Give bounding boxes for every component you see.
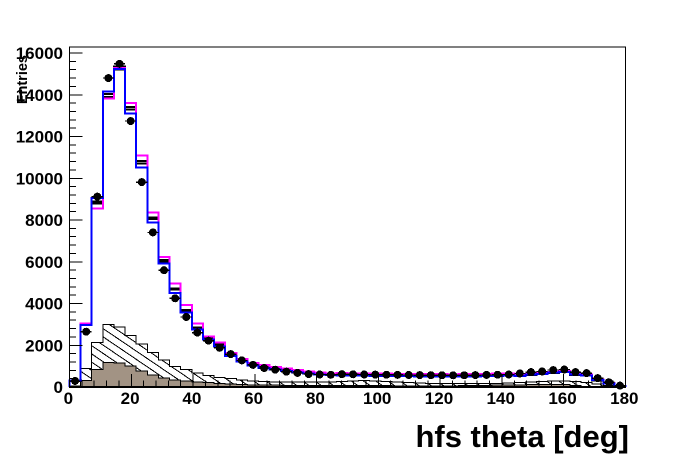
svg-text:0: 0 (64, 389, 73, 408)
svg-text:100: 100 (363, 389, 391, 408)
svg-text:12000: 12000 (16, 128, 63, 147)
svg-text:hfs theta [deg]: hfs theta [deg] (415, 419, 629, 454)
svg-text:160: 160 (548, 389, 576, 408)
svg-text:40: 40 (182, 389, 201, 408)
svg-text:20: 20 (121, 389, 140, 408)
svg-text:120: 120 (425, 389, 453, 408)
svg-text:14000: 14000 (16, 86, 63, 105)
svg-text:60: 60 (244, 389, 263, 408)
svg-text:140: 140 (487, 389, 515, 408)
svg-text:2000: 2000 (25, 336, 63, 355)
svg-text:0: 0 (54, 378, 63, 397)
svg-text:8000: 8000 (25, 211, 63, 230)
svg-text:16000: 16000 (16, 44, 63, 63)
svg-text:10000: 10000 (16, 169, 63, 188)
svg-text:80: 80 (306, 389, 325, 408)
svg-text:4000: 4000 (25, 295, 63, 314)
svg-text:6000: 6000 (25, 253, 63, 272)
svg-text:Entries: Entries (15, 55, 31, 104)
svg-text:180: 180 (610, 389, 638, 408)
